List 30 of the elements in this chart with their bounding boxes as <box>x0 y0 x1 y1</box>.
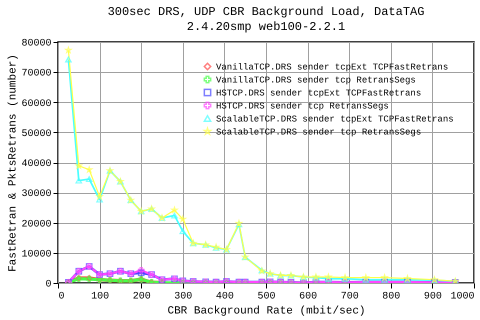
chart-subtitle: 2.4.20smp web100-2.2.1 <box>186 20 346 34</box>
y-tick-label: 10000 <box>21 249 52 260</box>
legend-label: VanillaTCP.DRS sender tcpExt TCPFastRetrans <box>216 62 448 72</box>
y-tick-label: 30000 <box>21 189 52 200</box>
legend-label: ScalableTCP.DRS sender tcp RetransSegs <box>216 128 422 138</box>
x-tick-label: 200 <box>132 292 151 302</box>
legend-label: HSTCP.DRS sender tcp RetransSegs <box>216 102 389 112</box>
y-tick-label: 80000 <box>21 38 52 50</box>
y-tick-label: 60000 <box>21 98 52 110</box>
x-tick-label: 0 <box>58 292 65 302</box>
legend-label: ScalableTCP.DRS sender tcpExt TCPFastRetrans <box>216 114 454 124</box>
x-tick-label: 100 <box>91 292 110 302</box>
x-axis-title: CBR Background Rate (mbit/sec) <box>167 306 366 318</box>
legend-label: HSTCP.DRS sender tcpExt TCPFastRetrans <box>216 88 422 98</box>
x-tick-label: 500 <box>257 292 276 302</box>
x-tick-label: 700 <box>340 292 359 302</box>
y-tick-label: 50000 <box>21 128 52 140</box>
y-tick-label: 0 <box>45 280 52 290</box>
x-tick-label: 1000 <box>450 292 474 302</box>
y-tick-label: 40000 <box>21 159 52 170</box>
x-tick-label: 800 <box>382 292 400 302</box>
chart-title: 300sec DRS, UDP CBR Background Load, DataTAG <box>108 5 424 19</box>
y-tick-label: 70000 <box>21 68 52 80</box>
x-tick-label: 300 <box>174 292 192 302</box>
y-tick-label: 20000 <box>21 219 52 230</box>
legend-label: VanillaTCP.DRS sender tcp RetransSegs <box>216 76 416 86</box>
x-tick-label: 600 <box>299 292 318 302</box>
y-axis-title: FastRetran & PktsRetrans (number) <box>7 54 20 272</box>
x-tick-label: 400 <box>216 292 234 302</box>
x-tick-label: 900 <box>424 292 442 302</box>
